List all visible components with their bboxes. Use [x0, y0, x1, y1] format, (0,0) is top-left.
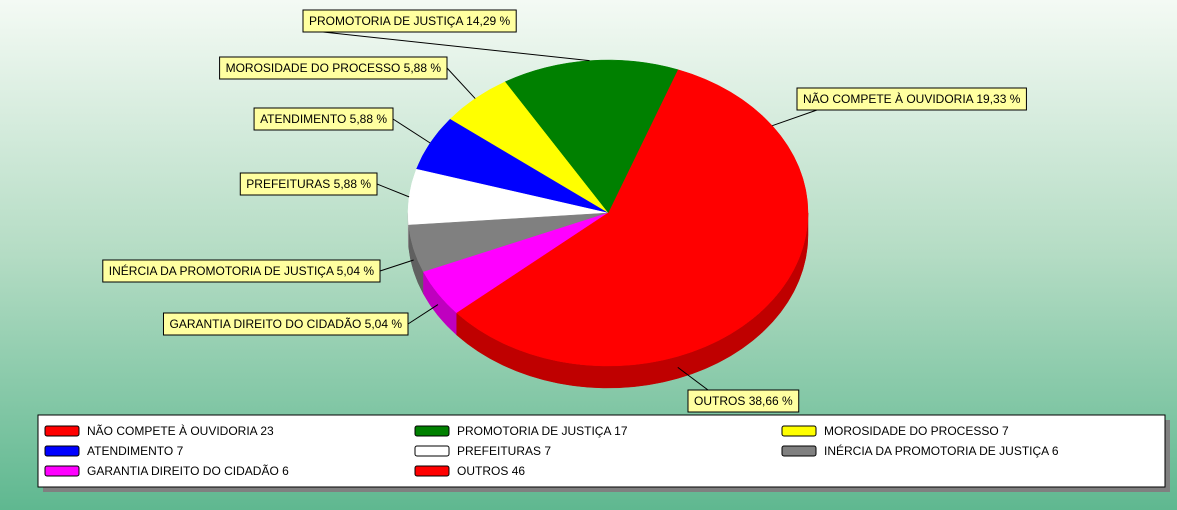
slice-label: ATENDIMENTO 5,88 %	[253, 107, 431, 144]
legend-text: GARANTIA DIREITO DO CIDADÃO 6	[87, 464, 289, 478]
legend: NÃO COMPETE À OUVIDORIA 23 PROMOTORIA DE …	[44, 423, 1059, 478]
label-box	[253, 107, 394, 131]
label-box	[102, 259, 381, 283]
leader-line	[376, 183, 410, 198]
label-text: PROMOTORIA DE JUSTIÇA 14,29 %	[309, 14, 511, 28]
legend-value: 7	[177, 444, 184, 458]
legend-category: PROMOTORIA DE JUSTIÇA	[457, 424, 611, 438]
label-text: GARANTIA DIREITO DO CIDADÃO 5,04 %	[169, 317, 402, 331]
label-box	[162, 312, 409, 336]
legend-text: PREFEITURAS 7	[457, 444, 551, 458]
legend-text: PROMOTORIA DE JUSTIÇA 17	[457, 424, 628, 438]
label-category: OUTROS	[694, 394, 745, 408]
label-category: NÃO COMPETE À OUVIDORIA	[803, 91, 974, 106]
legend-value: 6	[282, 464, 289, 478]
label-text: ATENDIMENTO 5,88 %	[260, 112, 387, 126]
label-category: PREFEITURAS	[246, 177, 330, 191]
slice-label: NÃO COMPETE À OUVIDORIA 19,33 %	[772, 87, 1027, 127]
legend-box	[37, 414, 1166, 488]
leader-line	[392, 118, 431, 144]
label-category: MOROSIDADE DO PROCESSO	[226, 61, 401, 75]
legend-value: 7	[1002, 424, 1009, 438]
slice-labels: NÃO COMPETE À OUVIDORIA 19,33 % PROMOTORI…	[102, 9, 1027, 413]
legend-item: OUTROS 46	[414, 464, 525, 478]
legend-text: NÃO COMPETE À OUVIDORIA 23	[87, 423, 274, 438]
legend-text: INÉRCIA DA PROMOTORIA DE JUSTIÇA 6	[824, 443, 1059, 458]
legend-category: GARANTIA DIREITO DO CIDADÃO	[87, 464, 279, 478]
label-category: ATENDIMENTO	[260, 112, 346, 126]
legend-item: PROMOTORIA DE JUSTIÇA 17	[414, 424, 628, 438]
leader-line	[407, 304, 439, 325]
label-percent: 5,88 %	[404, 61, 442, 75]
legend-text: MOROSIDADE DO PROCESSO 7	[824, 424, 1009, 438]
label-text: NÃO COMPETE À OUVIDORIA 19,33 %	[803, 91, 1021, 106]
legend-category: MOROSIDADE DO PROCESSO	[824, 424, 999, 438]
label-percent: 19,33 %	[976, 92, 1020, 106]
legend-swatch	[414, 445, 450, 457]
label-category: PROMOTORIA DE JUSTIÇA	[309, 14, 463, 28]
pie-tops	[407, 59, 809, 367]
label-percent: 14,29 %	[466, 14, 510, 28]
legend-swatch	[414, 465, 450, 477]
leader-line	[677, 366, 709, 391]
label-percent: 5,88 %	[350, 112, 388, 126]
label-box	[302, 9, 517, 33]
slice-label: MOROSIDADE DO PROCESSO 5,88 %	[219, 56, 476, 99]
legend-item: INÉRCIA DA PROMOTORIA DE JUSTIÇA 6	[781, 443, 1059, 458]
label-category: GARANTIA DIREITO DO CIDADÃO	[169, 317, 361, 331]
label-box	[219, 56, 448, 80]
legend-item: NÃO COMPETE À OUVIDORIA 23	[44, 423, 274, 438]
legend-value: 7	[544, 444, 551, 458]
legend-item: MOROSIDADE DO PROCESSO 7	[781, 424, 1009, 438]
label-text: PREFEITURAS 5,88 %	[246, 177, 371, 191]
legend-swatch	[44, 445, 80, 457]
legend-swatch	[44, 425, 80, 437]
slice-label: GARANTIA DIREITO DO CIDADÃO 5,04 %	[162, 304, 439, 336]
legend-category: ATENDIMENTO	[87, 444, 173, 458]
legend-category: INÉRCIA DA PROMOTORIA DE JUSTIÇA	[824, 443, 1049, 458]
legend-value: 17	[614, 424, 628, 438]
label-text: OUTROS 38,66 %	[694, 394, 793, 408]
label-box	[687, 389, 800, 413]
slice	[456, 212, 809, 367]
label-box	[796, 87, 1027, 111]
leader-line	[772, 109, 818, 127]
slice	[607, 69, 809, 214]
label-percent: 5,04 %	[365, 317, 403, 331]
legend-category: PREFEITURAS	[457, 444, 541, 458]
leader-line	[322, 31, 590, 62]
legend-value: 23	[260, 424, 274, 438]
slice-label: PROMOTORIA DE JUSTIÇA 14,29 %	[302, 9, 590, 62]
legend-swatch	[44, 465, 80, 477]
legend-item: ATENDIMENTO 7	[44, 444, 184, 458]
legend-category: NÃO COMPETE À OUVIDORIA	[87, 423, 258, 438]
label-text: MOROSIDADE DO PROCESSO 5,88 %	[226, 61, 442, 75]
legend-category: OUTROS	[457, 464, 508, 478]
legend-text: ATENDIMENTO 7	[87, 444, 184, 458]
leader-line	[379, 259, 414, 272]
legend-swatch	[414, 425, 450, 437]
legend-value: 46	[512, 464, 526, 478]
slice-label: INÉRCIA DA PROMOTORIA DE JUSTIÇA 5,04 %	[102, 259, 414, 283]
slice-label: PREFEITURAS 5,88 %	[239, 172, 410, 198]
label-category: INÉRCIA DA PROMOTORIA DE JUSTIÇA	[109, 263, 334, 278]
label-percent: 5,04 %	[337, 264, 375, 278]
label-text: INÉRCIA DA PROMOTORIA DE JUSTIÇA 5,04 %	[109, 263, 375, 278]
legend-value: 6	[1052, 444, 1059, 458]
legend-text: OUTROS 46	[457, 464, 525, 478]
label-box	[239, 172, 378, 196]
legend-swatch	[781, 445, 817, 457]
slice-label: OUTROS 38,66 %	[677, 366, 800, 413]
leader-line	[446, 67, 476, 99]
legend-item: PREFEITURAS 7	[414, 444, 551, 458]
label-percent: 38,66 %	[749, 394, 793, 408]
label-percent: 5,88 %	[334, 177, 372, 191]
legend-swatch	[781, 425, 817, 437]
legend-item: GARANTIA DIREITO DO CIDADÃO 6	[44, 464, 289, 478]
